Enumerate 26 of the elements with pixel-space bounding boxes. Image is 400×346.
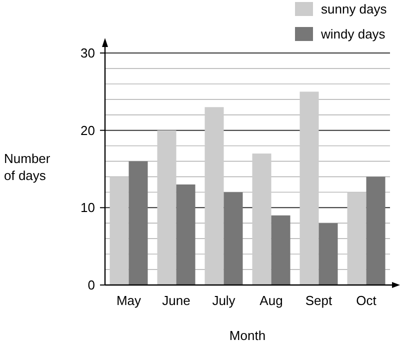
x-tick-label: Aug [260, 293, 283, 308]
x-axis-title: Month [229, 328, 266, 343]
legend-label: sunny days [321, 2, 388, 17]
legend-label: windy days [320, 26, 386, 42]
bar [366, 176, 386, 285]
x-tick-label: July [212, 293, 236, 308]
bar [128, 161, 148, 285]
bar [176, 184, 196, 285]
x-tick-label: May [116, 293, 142, 308]
bar [110, 176, 129, 285]
bar [318, 223, 338, 285]
y-tick-label: 10 [80, 200, 95, 216]
y-tick-label: 20 [80, 122, 95, 138]
bar [224, 192, 243, 285]
bar [271, 215, 290, 285]
x-tick-label: June [162, 293, 190, 308]
y-tick-label: 0 [88, 278, 95, 293]
x-tick-label: Oct [356, 293, 377, 308]
x-tick-label: Sept [305, 293, 333, 308]
bar [347, 192, 366, 285]
bar [157, 130, 176, 285]
y-axis-title: Number of days [4, 151, 51, 183]
bar [300, 92, 319, 285]
bar [252, 154, 272, 285]
y-tick-label: 30 [80, 46, 95, 61]
bar [204, 107, 224, 285]
